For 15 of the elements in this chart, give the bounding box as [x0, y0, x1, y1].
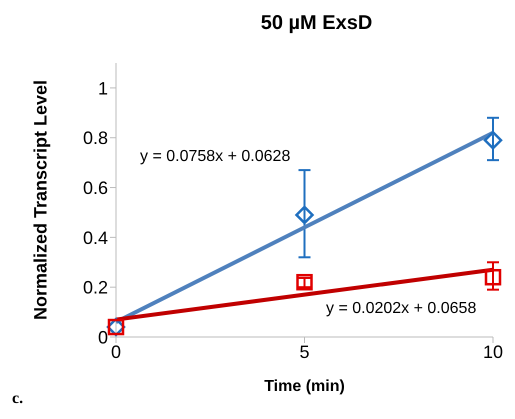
- x-tick-label: 5: [299, 342, 310, 362]
- y-tick-label: 0.4: [82, 228, 108, 248]
- annotation: y = 0.0758x + 0.0628: [140, 148, 290, 166]
- text: c.: [12, 390, 24, 408]
- x-axis-title: Time (min): [264, 378, 345, 395]
- chart-title: 50 µM ExsD: [260, 12, 374, 35]
- y-tick-label: 1: [98, 78, 108, 98]
- y-axis-title: Normalized Transcript Level: [30, 80, 50, 320]
- y-tick-label: 0.8: [82, 128, 108, 148]
- x-tick-label: 10: [482, 342, 504, 362]
- x-tick-label: 0: [110, 342, 122, 362]
- y-tick-label: 0.2: [82, 278, 108, 298]
- y-tick-label: 0: [98, 327, 108, 348]
- y-tick-label: 0.6: [82, 178, 108, 198]
- annotation: y = 0.0202x + 0.0658: [326, 300, 476, 318]
